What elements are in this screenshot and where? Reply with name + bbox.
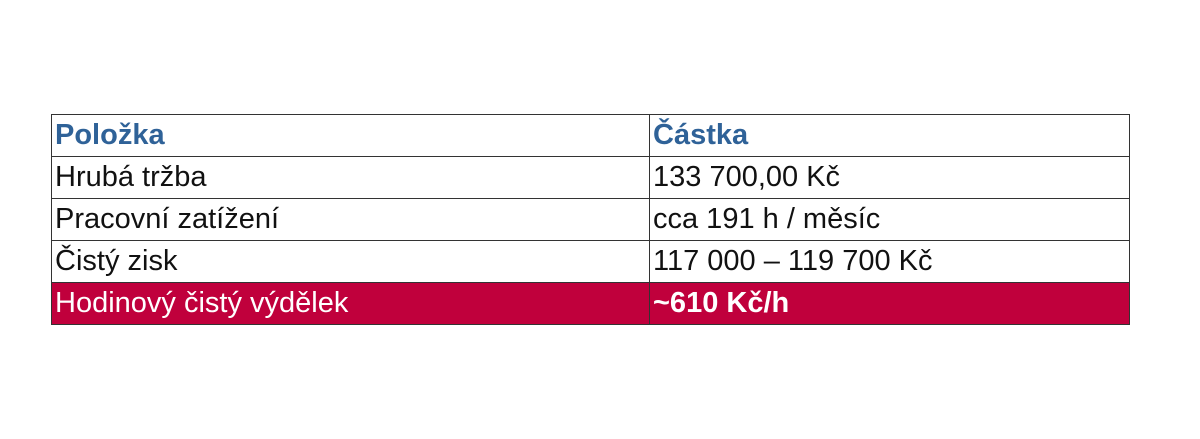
header-item: Položka: [51, 114, 650, 157]
row-label: Hodinový čistý výdělek: [51, 282, 650, 325]
row-value: ~610 Kč/h: [649, 282, 1130, 325]
table-row: Pracovní zatížení cca 191 h / měsíc: [51, 198, 1130, 241]
row-label: Čistý zisk: [51, 240, 650, 283]
table-header-row: Položka Částka: [51, 114, 1130, 157]
table-row: Čistý zisk 117 000 – 119 700 Kč: [51, 240, 1130, 283]
row-label: Pracovní zatížení: [51, 198, 650, 241]
summary-table: Položka Částka Hrubá tržba 133 700,00 Kč…: [51, 114, 1130, 325]
row-value: 117 000 – 119 700 Kč: [649, 240, 1130, 283]
header-amount: Částka: [649, 114, 1130, 157]
row-label: Hrubá tržba: [51, 156, 650, 199]
row-value: 133 700,00 Kč: [649, 156, 1130, 199]
table-row: Hrubá tržba 133 700,00 Kč: [51, 156, 1130, 199]
row-value: cca 191 h / měsíc: [649, 198, 1130, 241]
highlighted-table-row: Hodinový čistý výdělek ~610 Kč/h: [51, 282, 1130, 325]
